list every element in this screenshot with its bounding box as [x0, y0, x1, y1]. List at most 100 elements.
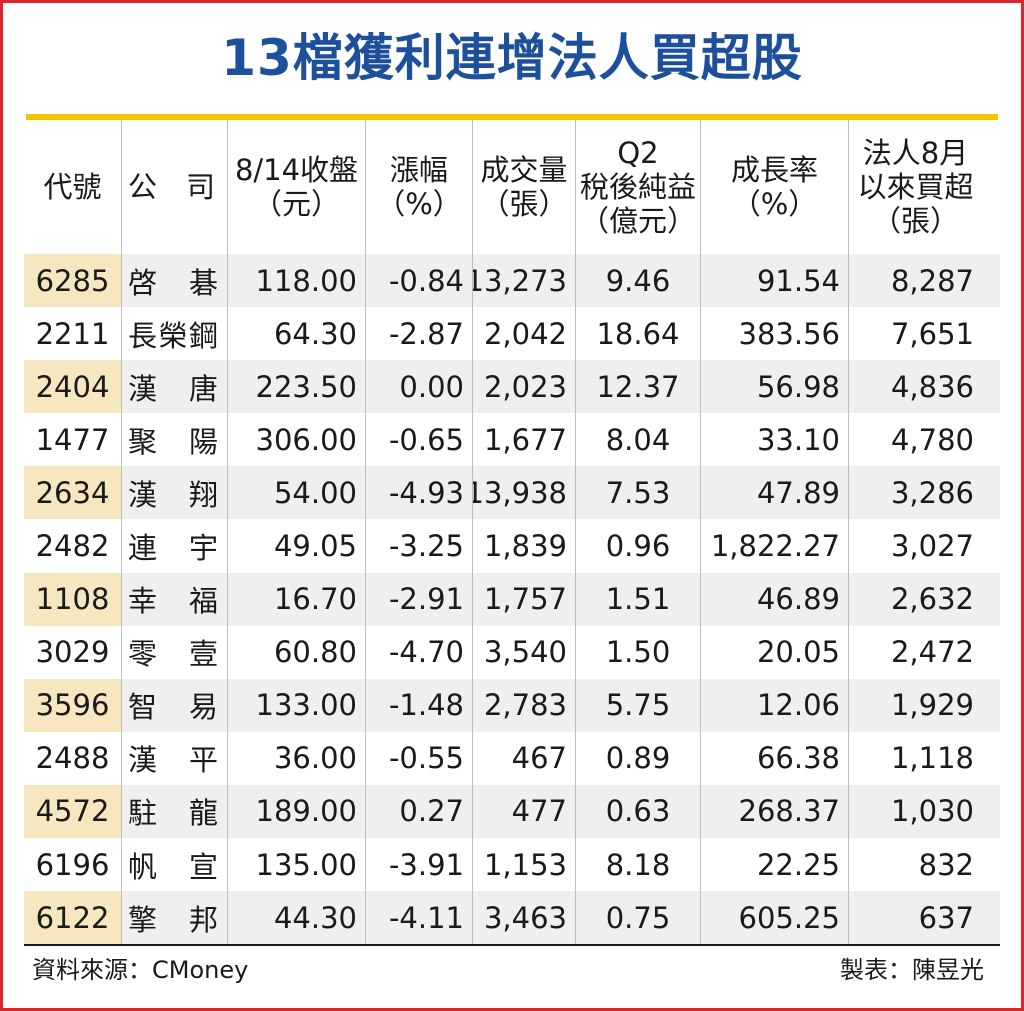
- table-row: 2404 漢唐 223.50 0.00 2,023 12.37 56.98 4,836: [24, 360, 1000, 414]
- stock-table: 代號 公 司 8/14收盤 （元） 漲幅 （%） 成交量 （張） Q2 稅後純益…: [24, 120, 1000, 945]
- trade-volume: 1,757: [472, 572, 575, 626]
- institutional-buy: 2,632: [848, 572, 982, 626]
- q2-net-profit: 0.96: [575, 519, 700, 573]
- table-header: 代號 公 司 8/14收盤 （元） 漲幅 （%） 成交量 （張） Q2 稅後純益…: [24, 120, 1000, 254]
- stock-code: 6285: [24, 254, 121, 308]
- table-row: 6122 擎邦 44.30 -4.11 3,463 0.75 605.25 637: [24, 891, 1000, 945]
- company-name: 零壹: [121, 625, 227, 679]
- q2-net-profit: 12.37: [575, 360, 700, 414]
- header-company: 公 司: [121, 120, 227, 254]
- company-name-text: 帆宣: [128, 844, 218, 886]
- growth-rate: 20.05: [700, 625, 848, 679]
- company-name-text: 漢唐: [128, 366, 218, 408]
- header-institutional-buy: 法人8月 以來買超 （張）: [848, 120, 982, 254]
- company-name: 漢翔: [121, 466, 227, 520]
- credit-note: 製表：陳昱光: [840, 956, 984, 984]
- trade-volume: 477: [472, 784, 575, 839]
- institutional-buy: 637: [848, 891, 982, 945]
- growth-rate: 605.25: [700, 891, 848, 945]
- table-row: 6285 啓碁 118.00 -0.84 13,273 9.46 91.54 8,287: [24, 254, 1000, 308]
- table-row: 2211 長榮鋼 64.30 -2.87 2,042 18.64 383.56 7,651: [24, 307, 1000, 361]
- company-name-char: 帆: [128, 849, 158, 884]
- stock-code: 4572: [24, 784, 121, 839]
- company-name-text: 漢翔: [128, 472, 218, 514]
- trade-volume: 3,540: [472, 625, 575, 679]
- stock-code: 2488: [35, 741, 110, 776]
- q2-net-profit: 7.53: [575, 466, 700, 520]
- q2-net-profit: 0.75: [575, 891, 700, 945]
- company-name-char: 漢: [128, 477, 158, 512]
- stock-code: 1108: [24, 572, 121, 626]
- header-change: 漲幅 （%）: [365, 120, 472, 254]
- stock-code: 2482: [35, 529, 110, 564]
- growth-rate: 383.56: [700, 307, 848, 361]
- institutional-buy: 3,286: [848, 466, 982, 520]
- trade-volume: 1,839: [472, 519, 575, 573]
- company-name: 啓碁: [121, 254, 227, 308]
- close-price: 60.80: [227, 625, 365, 679]
- growth-rate: 268.37: [700, 784, 848, 839]
- company-name-text: 連宇: [128, 525, 218, 567]
- company-name-char: 榮: [158, 318, 188, 353]
- growth-rate: 12.06: [700, 678, 848, 732]
- close-price: 16.70: [227, 572, 365, 626]
- company-name-char: 鋼: [188, 318, 218, 353]
- table-row: 4572 駐龍 189.00 0.27 477 0.63 268.37 1,030: [24, 784, 1000, 839]
- table-row: 3029 零壹 60.80 -4.70 3,540 1.50 20.05 2,472: [24, 625, 1000, 679]
- institutional-buy: 8,287: [848, 254, 982, 308]
- company-name-text: 聚陽: [128, 419, 218, 461]
- title-underline: [26, 114, 998, 120]
- growth-rate: 22.25: [700, 838, 848, 892]
- price-change: -0.55: [365, 731, 472, 785]
- q2-net-profit: 8.18: [575, 838, 700, 892]
- company-name-char: 龍: [188, 796, 218, 831]
- institutional-buy: 1,118: [848, 731, 982, 785]
- institutional-buy: 7,651: [848, 307, 982, 361]
- header-code: 代號: [43, 170, 102, 204]
- close-price: 36.00: [227, 731, 365, 785]
- institutional-buy: 832: [848, 838, 982, 892]
- price-change: -3.25: [365, 519, 472, 573]
- trade-volume: 467: [472, 731, 575, 785]
- growth-rate: 33.10: [700, 413, 848, 467]
- growth-rate: 66.38: [700, 731, 848, 785]
- company-name: 擎邦: [121, 891, 227, 945]
- price-change: 0.27: [365, 784, 472, 839]
- company-name-text: 零壹: [128, 631, 218, 673]
- stock-code: 3596: [24, 678, 121, 732]
- company-name-char: 唐: [188, 371, 218, 406]
- institutional-buy: 3,027: [848, 519, 982, 573]
- company-name-char: 長: [128, 318, 158, 353]
- company-name-char: 智: [128, 690, 158, 725]
- growth-rate: 1,822.27: [700, 519, 848, 573]
- institutional-buy: 4,836: [848, 360, 982, 414]
- q2-net-profit: 18.64: [575, 307, 700, 361]
- company-name: 智易: [121, 678, 227, 732]
- stock-code: 2404: [24, 360, 121, 414]
- table-row: 2488 漢平 36.00 -0.55 467 0.89 66.38 1,118: [24, 731, 1000, 785]
- header-volume: 成交量 （張）: [472, 120, 575, 254]
- company-name: 聚陽: [121, 413, 227, 467]
- price-change: -2.87: [365, 307, 472, 361]
- close-price: 54.00: [227, 466, 365, 520]
- company-name-char: 漢: [128, 371, 158, 406]
- company-name: 連宇: [121, 519, 227, 573]
- growth-rate: 56.98: [700, 360, 848, 414]
- close-price: 64.30: [227, 307, 365, 361]
- company-name: 漢平: [121, 731, 227, 785]
- table-row: 2482 連宇 49.05 -3.25 1,839 0.96 1,822.27 3,027: [24, 519, 1000, 573]
- close-price: 133.00: [227, 678, 365, 732]
- header-q2-profit: Q2 稅後純益 （億元）: [575, 120, 700, 254]
- price-change: -4.93: [365, 466, 472, 520]
- price-change: -4.11: [365, 891, 472, 945]
- close-price: 118.00: [227, 254, 365, 308]
- company-name-char: 擎: [128, 902, 158, 937]
- institutional-buy: 1,030: [848, 784, 982, 839]
- company-name-char: 福: [188, 584, 218, 619]
- company-name: 長榮鋼: [121, 307, 227, 361]
- company-name-text: 漢平: [128, 737, 218, 779]
- company-name-text: 擎邦: [128, 897, 218, 939]
- stock-code: 3029: [35, 635, 110, 670]
- company-name-char: 邦: [188, 902, 218, 937]
- stock-code: 2211: [35, 316, 110, 351]
